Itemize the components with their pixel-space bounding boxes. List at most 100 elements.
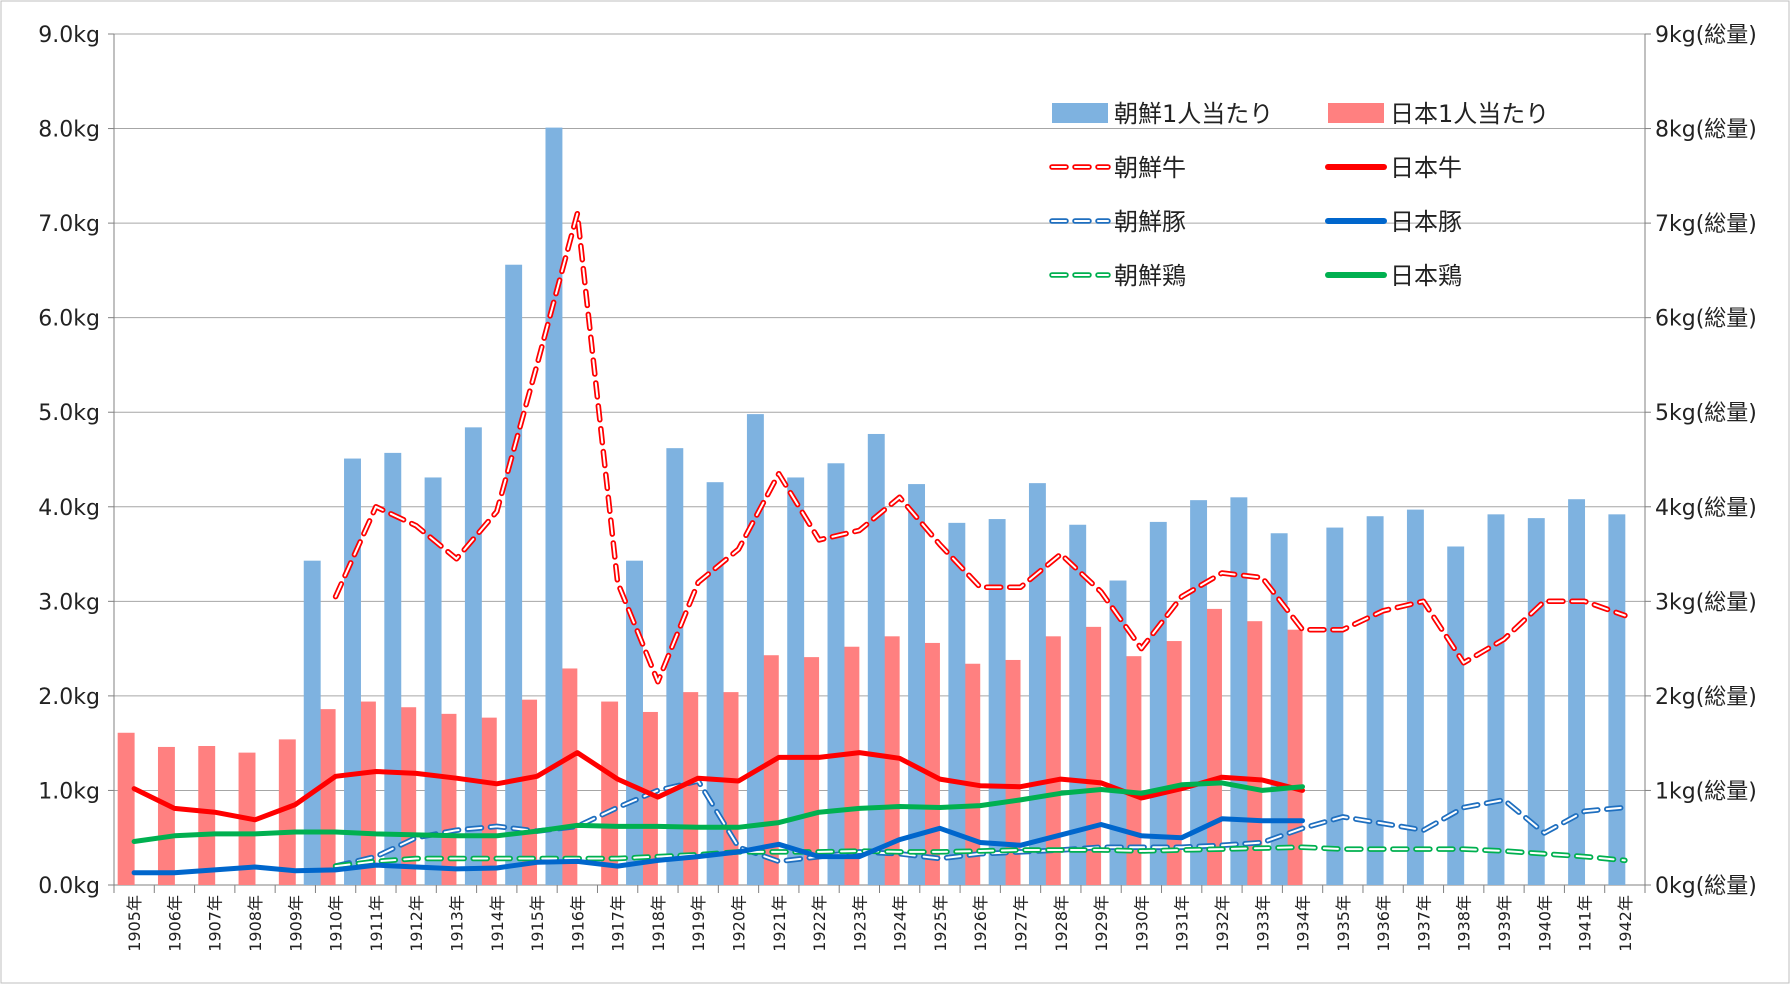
line-日本豚 <box>131 816 1305 876</box>
y2-tick-label: 1kg(総量) <box>1655 779 1757 804</box>
x-tick-label: 1922年 <box>810 895 829 952</box>
y-tick-label: 7.0kg <box>38 212 100 237</box>
legend-label: 日本鶏 <box>1390 262 1462 290</box>
y2-tick-label: 4kg(総量) <box>1655 496 1757 521</box>
right-y-axis-ticks: 0kg(総量) 1kg(総量) 2kg(総量) 3kg(総量) 4kg(総量) 5kg(総… <box>1645 23 1757 899</box>
line-inner-朝鮮鶏 <box>334 846 1626 868</box>
line-日本牛 <box>131 750 1305 823</box>
x-tick-label: 1931年 <box>1173 895 1192 952</box>
y-tick-label: 8.0kg <box>38 118 100 143</box>
y-tick-label: 9.0kg <box>38 23 100 48</box>
x-tick-label: 1919年 <box>689 895 708 952</box>
x-tick-label: 1920年 <box>729 895 748 952</box>
bar-japan-per-capita <box>520 699 538 885</box>
y-tick-label: 0.0kg <box>38 874 100 899</box>
bar-korea-per-capita <box>1487 514 1505 885</box>
bar-korea-per-capita <box>1366 516 1384 885</box>
y2-tick-label: 9kg(総量) <box>1655 23 1757 48</box>
x-tick-label: 1923年 <box>850 895 869 952</box>
x-tick-label: 1940年 <box>1535 895 1554 952</box>
x-tick-label: 1936年 <box>1374 895 1393 952</box>
bar-korea-per-capita <box>1447 546 1465 885</box>
y2-tick-label: 8kg(総量) <box>1655 118 1757 143</box>
y2-tick-label: 5kg(総量) <box>1655 401 1757 426</box>
bar-japan-per-capita <box>601 701 619 885</box>
x-tick-label: 1941年 <box>1576 895 1595 952</box>
legend-label: 日本1人当たり <box>1390 100 1549 128</box>
bar-korea-per-capita <box>1608 514 1626 885</box>
x-tick-label: 1908年 <box>246 895 265 952</box>
x-tick-label: 1913年 <box>447 895 466 952</box>
x-tick-label: 1907年 <box>206 895 225 952</box>
bar-japan-per-capita <box>761 655 779 885</box>
bar-japan-per-capita <box>681 692 699 885</box>
x-axis-ticks: 1905年 1906年 1907年 1908年 1909年 1910年 1911年 1912年… <box>113 885 1646 952</box>
bar-korea-per-capita <box>1109 580 1127 885</box>
bar-japan-per-capita <box>560 668 578 885</box>
bar-korea-per-capita <box>1028 483 1046 885</box>
left-y-axis-ticks: 0.0kg 1.0kg 2.0kg 3.0kg 4.0kg 5.0kg 6.0kg 7.0kg… <box>38 23 114 899</box>
legend-label: 朝鮮豚 <box>1114 208 1186 236</box>
line-series <box>131 210 1628 876</box>
bar-korea-per-capita <box>303 560 321 885</box>
x-tick-label: 1917年 <box>609 895 628 952</box>
x-tick-label: 1925年 <box>931 895 950 952</box>
bar-korea-per-capita <box>1230 497 1248 885</box>
bar-japan-per-capita <box>1124 656 1142 885</box>
y2-tick-label: 2kg(総量) <box>1655 685 1757 710</box>
legend-label: 朝鮮1人当たり <box>1114 100 1273 128</box>
x-tick-label: 1910年 <box>327 895 346 952</box>
x-tick-label: 1911年 <box>367 895 386 952</box>
legend-swatch-bar <box>1052 103 1108 123</box>
bar-japan-per-capita <box>882 636 900 885</box>
bar-japan-per-capita <box>157 746 175 885</box>
y2-tick-label: 6kg(総量) <box>1655 307 1757 332</box>
x-tick-label: 1921年 <box>770 895 789 952</box>
x-tick-label: 1942年 <box>1616 895 1635 952</box>
bar-korea-per-capita <box>948 522 966 885</box>
legend-swatch-bar <box>1328 103 1384 123</box>
bar-japan-per-capita <box>198 746 216 885</box>
bar-korea-per-capita <box>908 484 926 885</box>
bar-korea-per-capita <box>1190 500 1208 885</box>
x-tick-label: 1929年 <box>1092 895 1111 952</box>
bar-korea-per-capita <box>344 458 361 885</box>
x-tick-label: 1926年 <box>971 895 990 952</box>
x-tick-label: 1924年 <box>891 895 910 952</box>
x-tick-label: 1938年 <box>1455 895 1474 952</box>
y-tick-label: 5.0kg <box>38 401 100 426</box>
legend-label: 日本豚 <box>1390 208 1462 236</box>
bar-korea-per-capita <box>384 452 402 885</box>
x-tick-label: 1916年 <box>568 895 587 952</box>
bar-japan-per-capita <box>1205 608 1222 885</box>
bar-japan-per-capita <box>318 709 336 885</box>
bar-korea-per-capita <box>1270 533 1288 885</box>
legend-label: 朝鮮牛 <box>1114 154 1186 182</box>
x-tick-label: 1912年 <box>407 895 426 952</box>
bar-japan-per-capita <box>439 713 457 885</box>
x-tick-label: 1914年 <box>488 895 507 952</box>
bar-korea-per-capita <box>1149 521 1167 885</box>
y-tick-label: 3.0kg <box>38 590 100 615</box>
bar-korea-per-capita <box>706 482 724 885</box>
bar-korea-per-capita <box>1069 524 1087 885</box>
bar-japan-per-capita <box>479 717 497 885</box>
bar-japan-per-capita <box>1164 641 1182 885</box>
line-日本鶏 <box>131 780 1305 844</box>
x-tick-label: 1905年 <box>125 895 144 952</box>
bar-korea-per-capita <box>464 427 482 885</box>
legend-label: 朝鮮鶏 <box>1114 262 1186 290</box>
bar-japan-per-capita <box>1084 626 1102 885</box>
y-tick-label: 2.0kg <box>38 685 100 710</box>
x-tick-label: 1915年 <box>528 895 547 952</box>
x-tick-label: 1906年 <box>165 895 184 952</box>
bar-korea-per-capita <box>1326 527 1344 885</box>
y2-tick-label: 3kg(総量) <box>1655 590 1757 615</box>
bar-japan-per-capita <box>963 663 981 885</box>
y2-tick-label: 0kg(総量) <box>1655 874 1757 899</box>
bar-korea-per-capita <box>666 448 684 885</box>
bar-japan-per-capita <box>1043 636 1061 885</box>
x-tick-label: 1928年 <box>1052 895 1071 952</box>
